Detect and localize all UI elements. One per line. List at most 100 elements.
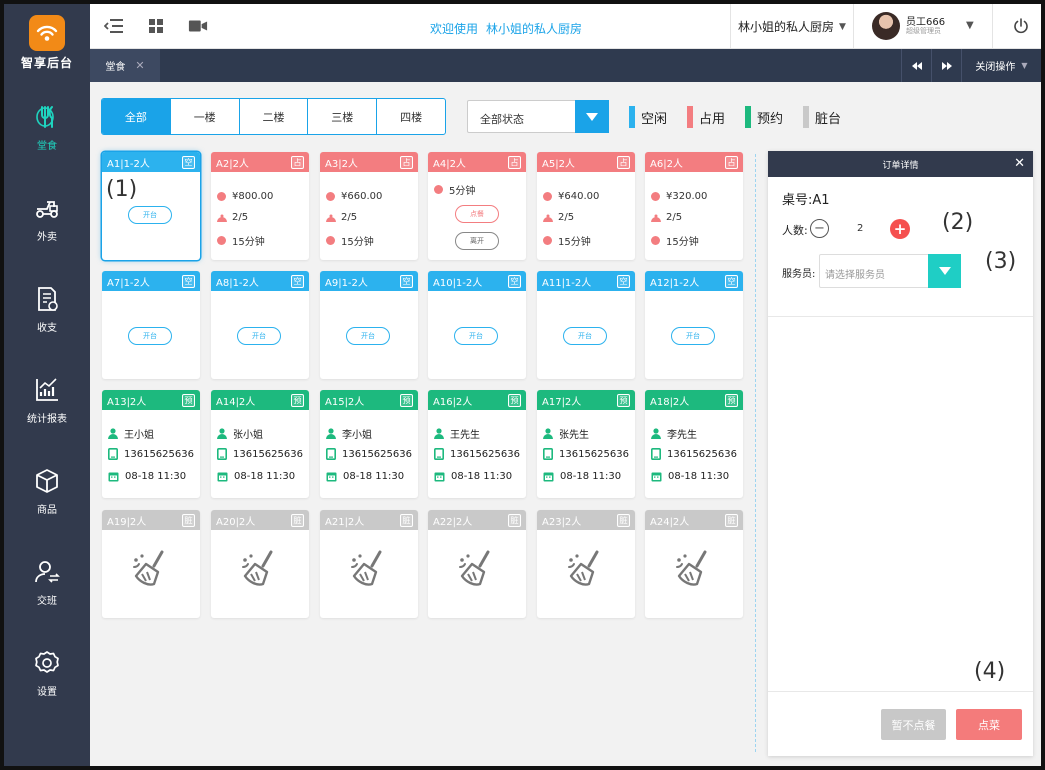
open-table-button[interactable]: 开台 bbox=[346, 327, 390, 345]
reservation-time: 08-18 11:30 bbox=[234, 471, 296, 482]
phone-icon bbox=[651, 448, 661, 460]
dropdown-button[interactable] bbox=[928, 254, 961, 288]
welcome-text: 欢迎使用 bbox=[430, 22, 479, 36]
status-badge: 占 bbox=[291, 155, 304, 169]
scroll-tabs-left-button[interactable] bbox=[901, 49, 931, 82]
table-card-a20[interactable]: A20|2人 脏 bbox=[211, 510, 309, 618]
table-card-a13[interactable]: A13|2人 预 王小姐 13615625636 08-18 11:30 bbox=[102, 390, 200, 498]
table-card-a24[interactable]: A24|2人 脏 bbox=[645, 510, 743, 618]
video-camera-icon[interactable] bbox=[188, 16, 208, 36]
open-table-button[interactable]: 开台 bbox=[671, 327, 715, 345]
open-table-button[interactable]: 开台 bbox=[128, 327, 172, 345]
table-title: A10|1-2人 bbox=[433, 277, 483, 289]
user-profile[interactable]: 员工666 超级管理员 bbox=[872, 9, 992, 43]
skip-order-button[interactable]: 暂不点餐 bbox=[881, 709, 946, 740]
nav-item-dining[interactable]: 堂食 bbox=[4, 82, 90, 173]
table-card-a5[interactable]: A5|2人 占 ¥640.00 2/5 15分钟 bbox=[537, 152, 635, 260]
guest-name: 张先生 bbox=[559, 430, 589, 441]
tab-bar: 堂食 ✕ 关闭操作 ▼ bbox=[90, 49, 1041, 82]
nav-label: 外卖 bbox=[37, 232, 57, 243]
status-select[interactable]: 全部状态 bbox=[467, 100, 609, 133]
table-card-a2[interactable]: A2|2人 占 ¥800.00 2/5 15分钟 bbox=[211, 152, 309, 260]
table-title: A17|2人 bbox=[542, 396, 582, 408]
user-role: 超级管理员 bbox=[906, 26, 941, 35]
status-badge: 预 bbox=[182, 393, 195, 407]
order-amount: ¥660.00 bbox=[341, 191, 383, 202]
table-card-a16[interactable]: A16|2人 预 王先生 13615625636 08-18 11:30 bbox=[428, 390, 526, 498]
nav-item-delivery[interactable]: 外卖 bbox=[4, 173, 90, 264]
floor-tab-all[interactable]: 全部 bbox=[102, 99, 170, 134]
open-table-button[interactable]: 开台 bbox=[237, 327, 281, 345]
power-icon[interactable] bbox=[1012, 17, 1030, 39]
open-table-button[interactable]: 开台 bbox=[563, 327, 607, 345]
guest-phone: 13615625636 bbox=[342, 448, 412, 460]
open-table-button[interactable]: 开台 bbox=[128, 206, 172, 224]
table-card-a15[interactable]: A15|2人 预 李小姐 13615625636 08-18 11:30 bbox=[320, 390, 418, 498]
table-card-a12[interactable]: A12|1-2人 空 开台 bbox=[645, 271, 743, 379]
table-card-a17[interactable]: A17|2人 预 张先生 13615625636 08-18 11:30 bbox=[537, 390, 635, 498]
person-icon bbox=[543, 428, 553, 439]
waiter-select[interactable]: 请选择服务员 bbox=[819, 254, 961, 288]
order-dishes-button[interactable]: 点菜 bbox=[956, 709, 1022, 740]
table-card-a1[interactable]: A1|1-2人 空 开台 bbox=[102, 152, 200, 260]
annotation-marker-3: (3) bbox=[985, 249, 1017, 274]
table-card-a9[interactable]: A9|1-2人 空 开台 bbox=[320, 271, 418, 379]
scroll-tabs-right-button[interactable] bbox=[931, 49, 961, 82]
leave-table-button[interactable]: 离开 bbox=[455, 232, 499, 250]
legend-label: 空闲 bbox=[641, 111, 668, 127]
status-badge: 空 bbox=[291, 274, 304, 288]
table-card-a22[interactable]: A22|2人 脏 bbox=[428, 510, 526, 618]
open-table-button[interactable]: 开台 bbox=[454, 327, 498, 345]
annotation-marker-4: (4) bbox=[974, 659, 1006, 684]
nav-item-finance[interactable]: 收支 bbox=[4, 264, 90, 355]
table-card-a11[interactable]: A11|1-2人 空 开台 bbox=[537, 271, 635, 379]
waiter-label: 服务员: bbox=[782, 269, 816, 280]
table-card-a4[interactable]: A4|2人 占 5分钟 点餐 离开 bbox=[428, 152, 526, 260]
floor-tab-2[interactable]: 二楼 bbox=[238, 99, 308, 134]
product-box-icon bbox=[36, 469, 58, 493]
grid-view-icon[interactable] bbox=[146, 16, 166, 36]
nav-item-products[interactable]: 商品 bbox=[4, 446, 90, 537]
avatar bbox=[872, 12, 900, 40]
dining-icon bbox=[36, 106, 54, 128]
user-menu-caret-icon[interactable]: ▼ bbox=[966, 20, 974, 31]
dropdown-button[interactable] bbox=[575, 100, 609, 133]
table-card-a14[interactable]: A14|2人 预 张小姐 13615625636 08-18 11:30 bbox=[211, 390, 309, 498]
tab-close-icon[interactable]: ✕ bbox=[135, 59, 145, 72]
table-card-a18[interactable]: A18|2人 预 李先生 13615625636 08-18 11:30 bbox=[645, 390, 743, 498]
close-icon[interactable]: ✕ bbox=[1014, 156, 1025, 171]
nav-item-shift[interactable]: 交班 bbox=[4, 537, 90, 628]
table-card-a10[interactable]: A10|1-2人 空 开台 bbox=[428, 271, 526, 379]
guest-phone: 13615625636 bbox=[233, 448, 303, 460]
nav-item-settings[interactable]: 设置 bbox=[4, 628, 90, 719]
caret-down-icon bbox=[586, 112, 598, 121]
calendar-icon bbox=[326, 472, 337, 482]
table-title: A11|1-2人 bbox=[542, 277, 592, 289]
tab-dining[interactable]: 堂食 ✕ bbox=[90, 49, 160, 82]
close-operations-menu[interactable]: 关闭操作 ▼ bbox=[961, 49, 1041, 82]
order-food-button[interactable]: 点餐 bbox=[455, 205, 499, 223]
floor-tab-4[interactable]: 四楼 bbox=[376, 99, 445, 134]
nav-item-reports[interactable]: 统计报表 bbox=[4, 355, 90, 446]
table-title: A20|2人 bbox=[216, 516, 256, 528]
table-card-a3[interactable]: A3|2人 占 ¥660.00 2/5 15分钟 bbox=[320, 152, 418, 260]
decrease-people-button[interactable]: − bbox=[810, 219, 829, 238]
double-left-icon bbox=[911, 61, 922, 70]
user-name: 员工666 bbox=[906, 16, 946, 28]
table-card-a7[interactable]: A7|1-2人 空 开台 bbox=[102, 271, 200, 379]
close-ops-label: 关闭操作 bbox=[975, 62, 1016, 73]
shop-select[interactable]: 林小姐的私人厨房 ▼ bbox=[730, 4, 854, 49]
table-card-a8[interactable]: A8|1-2人 空 开台 bbox=[211, 271, 309, 379]
shop-name-link[interactable]: 林小姐的私人厨房 bbox=[486, 22, 583, 36]
table-card-a21[interactable]: A21|2人 脏 bbox=[320, 510, 418, 618]
collapse-menu-icon[interactable] bbox=[104, 16, 124, 36]
welcome-message: 欢迎使用 林小姐的私人厨房 bbox=[430, 20, 590, 37]
floor-tab-1[interactable]: 一楼 bbox=[169, 99, 239, 134]
floor-tab-3[interactable]: 三楼 bbox=[307, 99, 376, 134]
table-card-a23[interactable]: A23|2人 脏 bbox=[537, 510, 635, 618]
increase-people-button[interactable]: + bbox=[890, 219, 910, 239]
clock-icon bbox=[651, 236, 660, 245]
table-card-a6[interactable]: A6|2人 占 ¥320.00 2/5 15分钟 bbox=[645, 152, 743, 260]
table-card-a19[interactable]: A19|2人 脏 bbox=[102, 510, 200, 618]
table-title: A21|2人 bbox=[325, 516, 365, 528]
